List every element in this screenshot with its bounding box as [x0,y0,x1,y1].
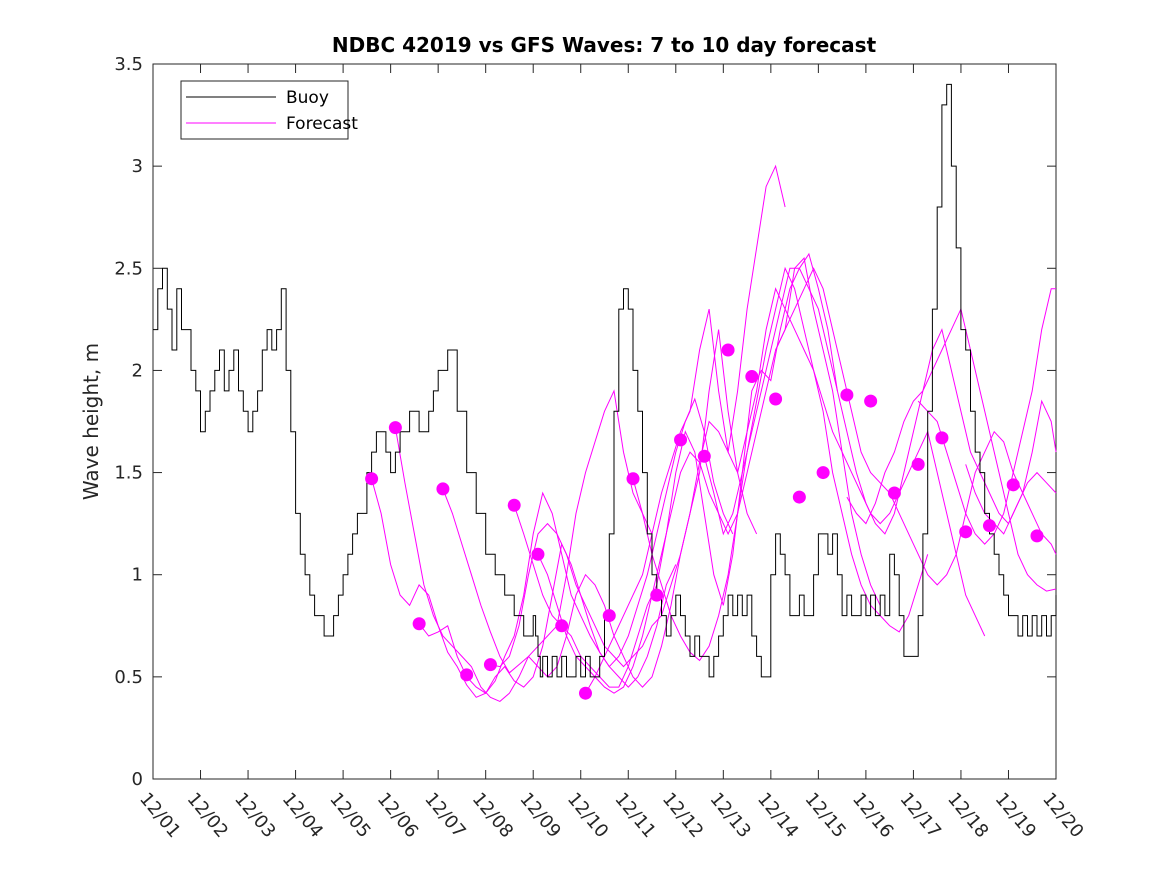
forecast-point [388,421,402,435]
forecast-point [650,588,664,602]
forecast-series-line [632,266,986,662]
forecast-point [365,472,379,486]
forecast-point [674,433,688,447]
forecast-point [745,370,759,384]
forecast-point [911,457,925,471]
forecast-point [1030,529,1044,543]
y-tick-label: 3 [132,156,143,177]
forecast-series-line [965,399,1057,535]
forecast-point [792,490,806,504]
legend: Buoy Forecast [180,80,358,140]
forecast-point [935,431,949,445]
forecast-series-line [394,389,653,702]
forecast-point [769,392,783,406]
forecast-point [531,547,545,561]
legend-forecast-label: Forecast [286,114,358,134]
forecast-point [697,449,711,463]
y-axis: 0 0.5 1 1.5 2 2.5 3 3.5 [114,54,1056,790]
y-tick-label: 3.5 [114,54,143,75]
forecast-point [959,525,973,539]
y-tick-label: 2.5 [114,258,143,279]
forecast-point [578,686,592,700]
legend-box [180,80,349,140]
forecast-point [626,472,640,486]
axes-box [152,63,1057,780]
forecast-point [483,658,497,672]
forecast-point [982,519,996,533]
forecast-point [602,609,616,623]
y-tick-label: 0.5 [114,667,143,688]
plot-area: 12/0112/0212/0312/0412/0512/0612/0712/08… [114,54,1087,842]
forecast-point [721,343,735,357]
y-tick-label: 1 [132,565,143,586]
forecast-series-line [846,307,1057,592]
forecast-point [840,388,854,402]
y-axis-label: Wave height, m [79,343,103,500]
forecast-point [507,498,521,512]
legend-buoy-label: Buoy [286,88,329,108]
chart-title: NDBC 42019 vs GFS Waves: 7 to 10 day for… [332,33,877,57]
y-tick-label: 2 [132,360,143,381]
buoy-series [153,83,1057,678]
forecast-point [887,486,901,500]
y-tick-label: 1.5 [114,463,143,484]
forecast-point [412,617,426,631]
forecast-series-line [703,267,1057,536]
forecast-series-line [513,252,838,688]
forecast-point [1006,478,1020,492]
forecast-point [555,619,569,633]
forecast-point [864,394,878,408]
y-tick-label: 0 [132,769,143,790]
buoy-line [153,83,1057,678]
forecast-point [816,466,830,480]
forecast-markers [365,343,1044,700]
forecast-point [460,668,474,682]
forecast-point [436,482,450,496]
forecast-series-line [442,329,758,688]
forecast-lines [371,164,1057,702]
